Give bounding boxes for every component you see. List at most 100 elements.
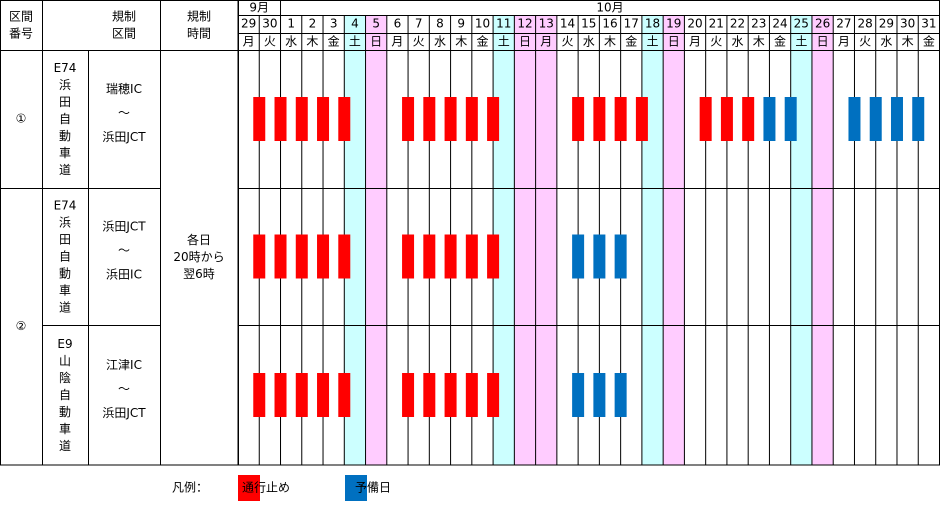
weekday: 金 [476,34,488,49]
closure-bar [253,373,266,417]
closure-bar [742,97,755,141]
weekday: 水 [583,35,595,49]
road-name-line: 動 [59,266,71,280]
closure-bar [572,373,585,417]
time-text: 各日 20時から翌6時 [173,232,224,281]
day-number: 5 [372,17,380,31]
weekday: 火 [710,35,722,49]
day-number: 18 [645,17,660,31]
closure-bar [444,234,457,279]
weekday: 木 [604,35,616,49]
road-name-line: 車 [59,146,71,160]
day-number: 27 [836,17,851,31]
closure-bar [423,234,436,279]
weekday: 木 [455,35,467,49]
header-number-line: 区間 [9,9,33,23]
weekday: 金 [923,34,935,49]
closure-bar [253,97,266,141]
closure-bar [444,97,457,141]
time-text-line: 各日 [187,232,211,247]
day-number: 11 [496,17,511,31]
weekday: 木 [306,35,318,49]
weekday: 日 [668,35,680,49]
weekday: 水 [285,35,297,49]
day-number: 9 [457,17,465,31]
day-number: 21 [709,17,724,31]
day-number: 24 [772,17,787,31]
road-name-line: 動 [59,405,71,419]
section-name-line: ～ [118,106,130,120]
header-section-line: 規制 [112,8,136,23]
header-time: 規制時間 [187,8,211,40]
closure-bar [593,97,606,141]
day-number: 1 [287,17,295,31]
closure-bar [614,234,627,279]
road-name: E9 山陰自動車道 [57,337,72,453]
road-name-line: 動 [59,129,71,143]
closure-bar [635,97,648,141]
weekday: 火 [413,35,425,49]
weekday: 月 [838,35,850,49]
day-number: 23 [751,17,766,31]
section-name: 江津IC ～ 浜田JCT [102,358,146,420]
weekday: 火 [264,35,276,49]
road-name-line: 車 [59,283,71,297]
closure-bar [465,373,478,417]
header-number: 区間番号 [9,9,33,40]
weekday: 月 [243,35,255,49]
road-name-line: 山 [59,354,71,368]
section-number: ② [16,319,27,333]
weekday: 水 [732,35,744,49]
closure-bar [317,234,330,279]
weekday: 木 [753,35,765,49]
closure-bar [295,373,308,417]
weekday: 日 [370,35,382,49]
road-name-line: 道 [59,163,71,177]
weekday: 水 [434,35,446,49]
section-name-line: 浜田IC [106,267,142,281]
road-name-line: 田 [59,95,71,109]
closure-bar [338,373,351,417]
closure-bar [784,97,797,141]
closure-bar [890,97,903,141]
road-name-line: 自 [59,388,71,402]
header-time-line: 規制 [187,8,211,23]
day-number: 17 [624,17,639,31]
header-section: 規制区間 [112,8,136,40]
weekday: 月 [391,35,403,49]
weekday: 水 [880,35,892,49]
closure-bar [338,97,351,141]
time-text-line: 20時から [173,250,224,264]
day-number: 31 [921,17,936,31]
closure-bar [699,97,712,141]
weekday: 日 [519,35,531,49]
weekday: 木 [902,35,914,49]
section-name-line: ～ [118,382,130,396]
day-number: 3 [330,17,338,31]
legend-text: 予備日 [355,480,391,495]
day-number: 29 [879,17,894,31]
legend-swatch [345,475,367,501]
header-section-line: 区間 [112,26,136,40]
closure-bar [274,234,287,279]
day-number: 28 [857,17,872,31]
closure-bar [572,234,585,279]
day-shade [641,15,664,465]
section-name: 瑞穂IC ～ 浜田JCT [102,82,146,144]
closure-bar [912,97,925,141]
section-name-line: 江津IC [106,358,142,372]
road-name-line: 浜 [59,215,71,229]
closure-bar [614,97,627,141]
road-name-line: 浜 [59,78,71,92]
closure-bar [402,373,415,417]
weekday: 日 [817,35,829,49]
closure-bar [487,373,500,417]
time-text-line: 翌6時 [183,267,215,281]
day-number: 15 [581,17,596,31]
day-number: 2 [309,17,317,31]
closure-bar [848,97,861,141]
road-name-line: 道 [59,300,71,314]
weekday: 月 [540,35,552,49]
closure-bar [572,97,585,141]
day-shade [811,15,834,465]
